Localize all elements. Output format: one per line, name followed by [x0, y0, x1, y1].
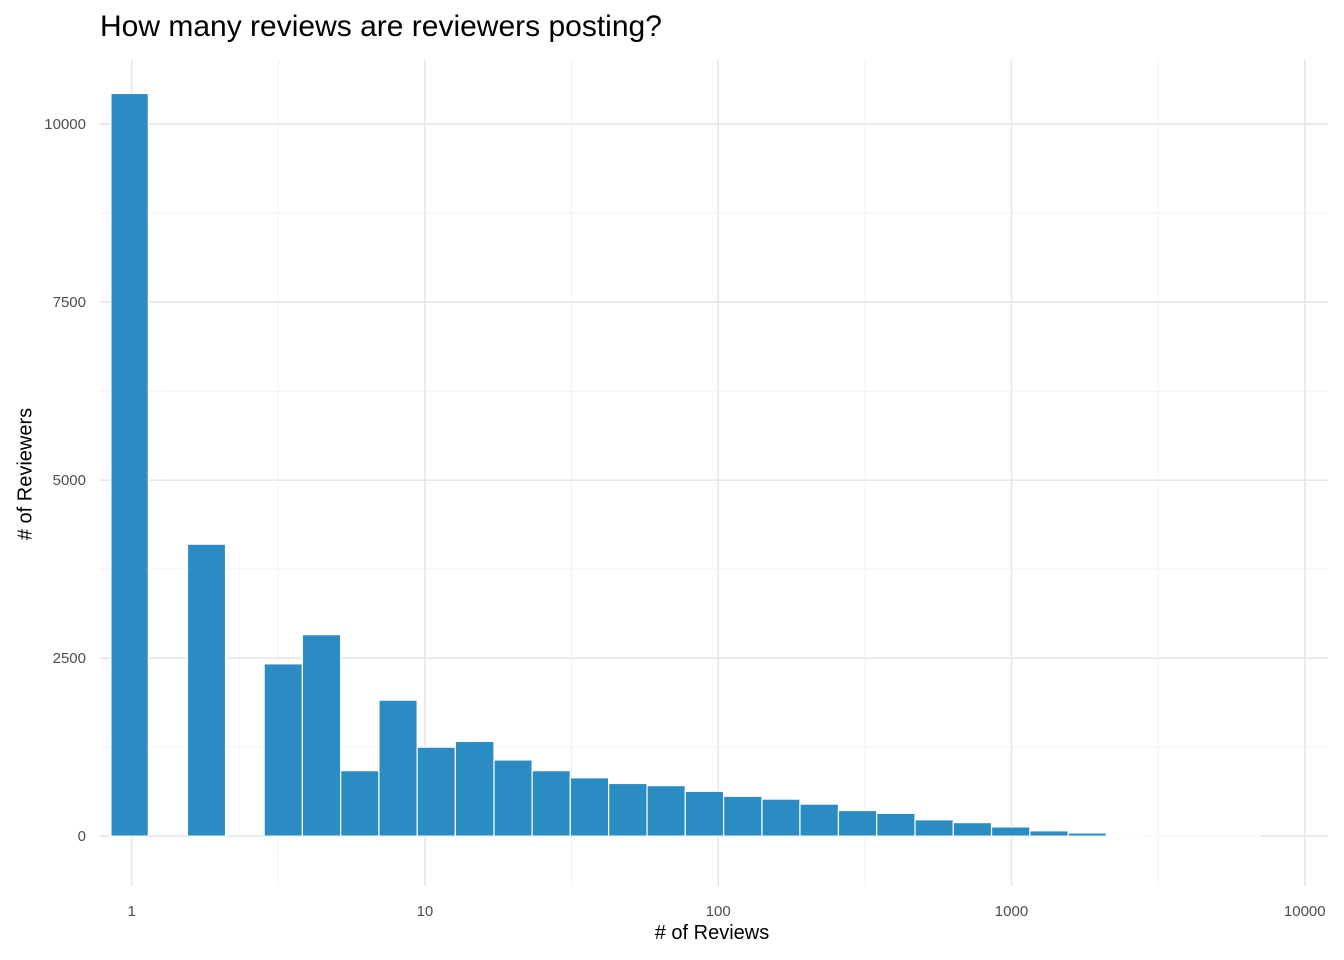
histogram-bar: [1105, 834, 1146, 837]
x-axis-title: # of Reviews: [654, 922, 770, 944]
histogram-bar: [263, 663, 303, 837]
histogram-bars: [110, 92, 1261, 837]
x-tick-label: 10000: [1284, 903, 1326, 920]
y-tick-label: 7500: [53, 294, 86, 311]
histogram-bar: [454, 740, 495, 837]
histogram-bar: [722, 795, 763, 837]
chart-title: How many reviews are reviewers posting?: [100, 10, 662, 43]
histogram-bar: [837, 809, 878, 837]
histogram-bar: [684, 790, 725, 837]
histogram-bar: [608, 782, 648, 837]
histogram-bar: [301, 634, 342, 837]
x-tick-label: 1: [127, 903, 135, 920]
y-tick-label: 5000: [53, 472, 86, 489]
x-tick-label: 100: [706, 903, 731, 920]
x-tick-label: 10: [417, 903, 434, 920]
x-tick-label: 1000: [995, 903, 1028, 920]
y-tick-label: 0: [78, 828, 86, 845]
histogram-bar: [569, 777, 610, 837]
histogram-bar: [761, 798, 801, 837]
histogram-bar: [952, 822, 993, 837]
histogram-bar: [340, 770, 380, 837]
histogram-bar: [186, 543, 227, 837]
histogram-bar: [110, 92, 149, 837]
histogram-bar: [378, 699, 418, 837]
histogram-bar: [990, 826, 1031, 837]
histogram-bar: [416, 746, 456, 837]
histogram-bar: [646, 784, 686, 837]
histogram-bar: [531, 770, 571, 837]
y-tick-label: 10000: [44, 116, 86, 133]
histogram-bar: [493, 759, 533, 837]
tick-labels: 0 2500 5000 7500 10000 1 10 100 1000 10000: [44, 116, 1325, 920]
y-tick-label: 2500: [53, 650, 86, 667]
y-axis-title: # of Reviewers: [14, 407, 37, 541]
histogram-bar: [799, 803, 840, 837]
histogram-bar: [876, 812, 916, 837]
histogram-bar: [1029, 830, 1069, 837]
histogram-bar: [914, 819, 954, 837]
histogram-bar: [1067, 832, 1108, 837]
